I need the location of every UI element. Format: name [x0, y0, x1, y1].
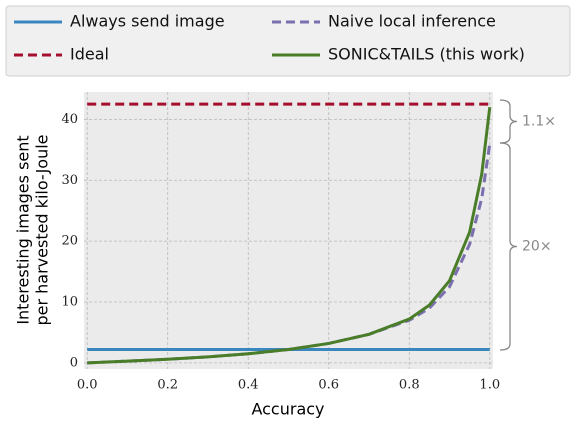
x-tick-label: 0.2	[157, 378, 178, 393]
legend-label: Ideal	[70, 45, 109, 64]
legend-label: SONIC&TAILS (this work)	[328, 45, 525, 64]
series-line	[87, 107, 492, 365]
x-tick-label: 0.8	[399, 378, 420, 393]
x-tick-label: 0.6	[318, 378, 339, 393]
legend-label: Always send image	[70, 12, 225, 31]
y-tick-label: 10	[61, 295, 78, 310]
x-tick-label: 1.0	[479, 378, 500, 393]
plot-area	[84, 92, 493, 369]
legend-box	[5, 5, 571, 77]
y-tick-label: 30	[61, 173, 78, 188]
bracket	[499, 142, 518, 351]
y-tick-label: 40	[61, 112, 78, 127]
y-axis-label: per harvested kilo-Joule	[33, 134, 52, 325]
x-axis-label: Accuracy	[251, 400, 324, 419]
legend-label: Naive local inference	[328, 12, 496, 31]
x-tick-label: 0.0	[77, 378, 98, 393]
x-tick-label: 0.4	[238, 378, 259, 393]
annotation: 20×	[522, 239, 552, 255]
y-tick-label: 20	[61, 234, 78, 249]
y-axis-label: Interesting images sent	[14, 135, 33, 324]
bracket	[499, 99, 518, 144]
y-tick-label: 0	[70, 355, 78, 370]
annotation: 1.1×	[522, 114, 556, 130]
